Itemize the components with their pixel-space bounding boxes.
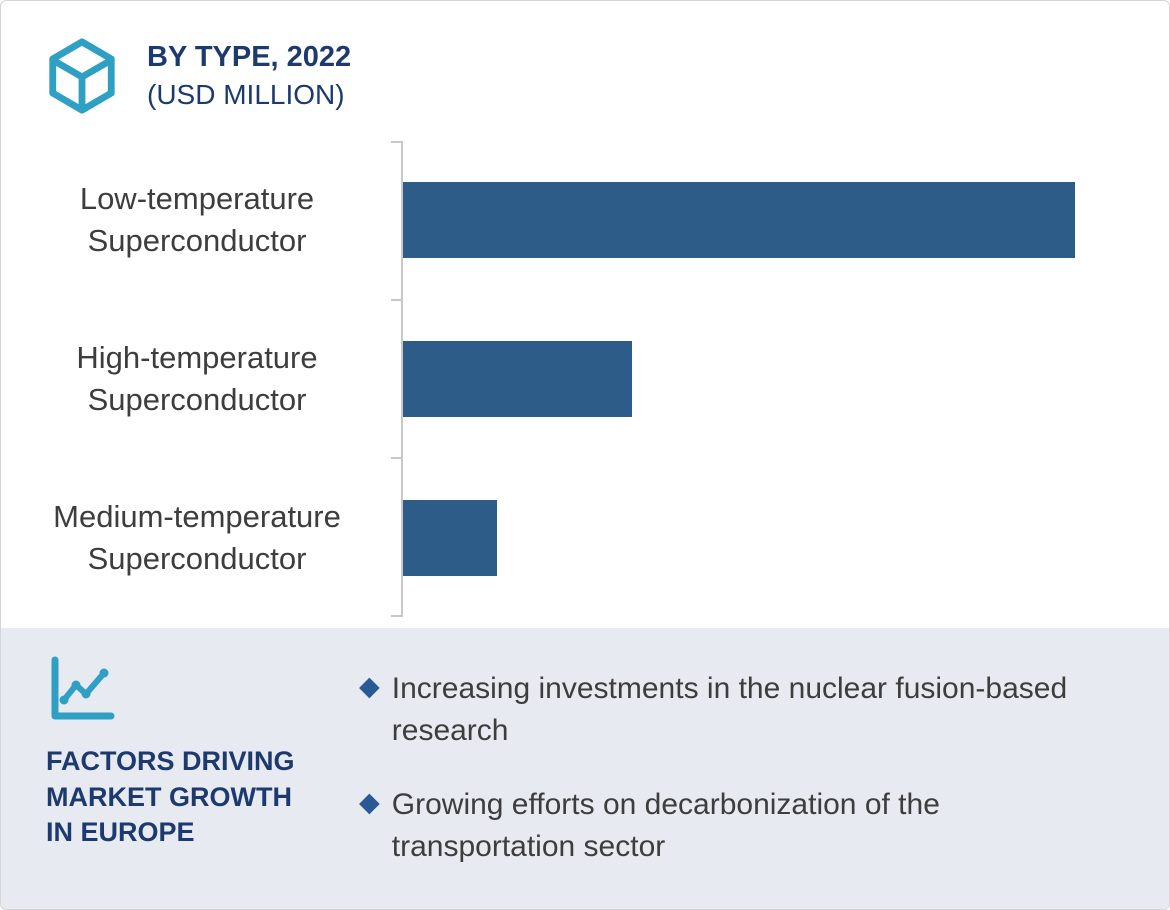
factors-panel: FACTORS DRIVING MARKET GROWTH IN EUROPE …: [1, 628, 1169, 909]
bar-2: [403, 499, 498, 576]
category-label: High-temperature Superconductor: [76, 340, 318, 417]
factor-text: Growing efforts on decarbonization of th…: [391, 788, 940, 863]
bar-row: [403, 300, 1107, 459]
axis-tick: [391, 141, 401, 143]
bar-row: [403, 458, 1107, 617]
chart-title-block: BY TYPE, 2022 (USD MILLION): [147, 39, 351, 113]
bar-rows: [403, 141, 1107, 617]
axis-tick: [391, 298, 401, 301]
category-labels: Low-temperature Superconductor High-tempe…: [13, 141, 381, 617]
chart-header: BY TYPE, 2022 (USD MILLION): [43, 37, 351, 115]
factor-bullet: ◆ Growing efforts on decarbonization of t…: [359, 784, 1129, 868]
factor-bullet: ◆ Increasing investments in the nuclear f…: [359, 668, 1129, 752]
axis-tick: [391, 457, 401, 460]
diamond-bullet-icon: ◆: [359, 671, 380, 701]
axis-tick: [391, 615, 401, 617]
line-chart-icon: [46, 653, 118, 725]
category-label: Low-temperature Superconductor: [79, 181, 315, 259]
chart-title: BY TYPE, 2022: [147, 41, 352, 73]
factors-heading: FACTORS DRIVING MARKET GROWTH IN EUROPE: [46, 746, 295, 848]
diamond-bullet-icon: ◆: [359, 787, 380, 817]
category-label: Medium-temperature Superconductor: [53, 498, 341, 576]
bar-0: [403, 182, 1076, 259]
chart-subtitle: (USD MILLION): [147, 78, 345, 110]
bar-1: [403, 340, 632, 418]
factors-bullet-list: ◆ Increasing investments in the nuclear f…: [359, 668, 1129, 900]
plot-area: [391, 141, 1107, 617]
bar-row: [403, 141, 1107, 300]
factor-text: Increasing investments in the nuclear fu…: [391, 672, 1068, 747]
hexagon-logo-icon: [43, 37, 121, 115]
